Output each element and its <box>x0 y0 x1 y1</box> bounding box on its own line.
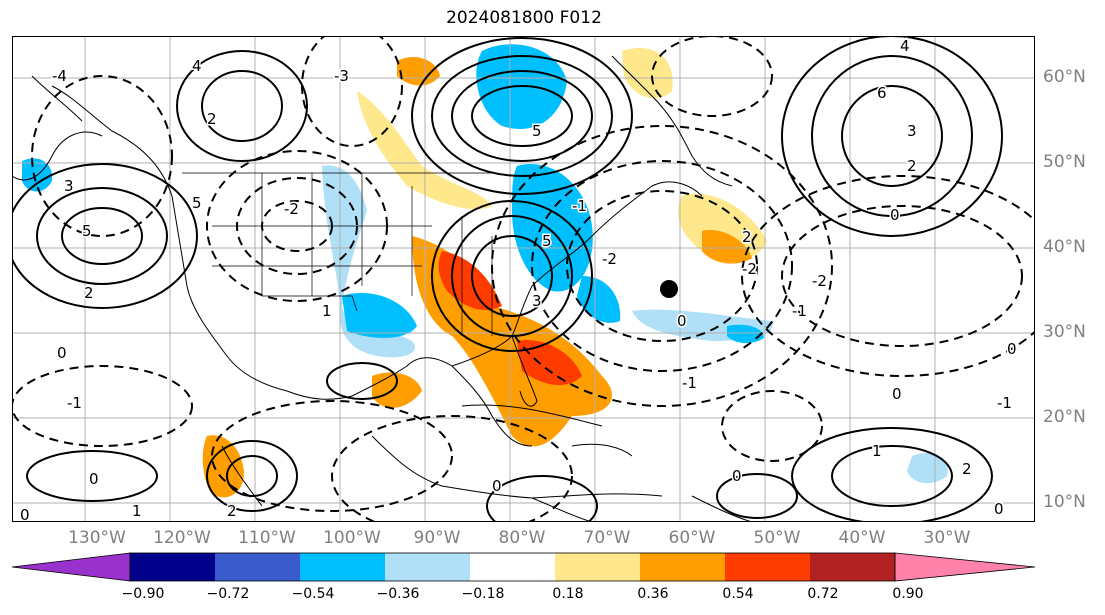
contour-label: 0 <box>732 467 742 485</box>
colorbar-segment <box>640 553 725 581</box>
longitude-label: 90°W <box>413 528 461 548</box>
latitude-label: 40°N <box>1043 237 1086 257</box>
colorbar-tick-label: 0.90 <box>892 586 924 602</box>
positive-anomaly-field-atlantic <box>678 193 767 262</box>
storm-position-marker <box>660 280 678 298</box>
longitude-label: 40°W <box>838 528 886 548</box>
coastlines <box>12 55 753 522</box>
contour-label: 1 <box>132 502 142 520</box>
contour-label: 5 <box>542 232 552 250</box>
contour-label: 0 <box>57 344 67 362</box>
negative-anomaly-field-ne <box>577 276 621 323</box>
colorbar-tick-label: 0.36 <box>637 586 669 602</box>
colorbar-outline <box>129 552 896 582</box>
contour-label: 2 <box>962 460 972 478</box>
contour-label: 0 <box>677 312 687 330</box>
colorbar-segment <box>385 553 470 581</box>
colorbar <box>11 552 1036 582</box>
longitude-label: 50°W <box>753 528 801 548</box>
colorbar-tick-label: −0.72 <box>206 586 250 602</box>
map-title: 2024081800 F012 <box>446 8 602 28</box>
contour-label: -2 <box>812 272 827 290</box>
contour-label: 2 <box>207 110 217 128</box>
colorbar-segment <box>300 553 385 581</box>
positive-anomaly-field-atlantic-core <box>702 230 752 264</box>
contour-label: 5 <box>192 194 202 212</box>
contour-label: 4 <box>900 37 910 55</box>
colorbar-tick-label: 0.72 <box>807 586 839 602</box>
colorbar-segment <box>130 553 215 581</box>
strong-positive-anomaly-field-2 <box>517 340 582 386</box>
positive-anomaly-field-gulf <box>372 372 422 408</box>
contour-label: 1 <box>872 442 882 460</box>
colorbar-segment <box>810 553 895 581</box>
colorbar-tick-label: −0.54 <box>291 586 335 602</box>
colorbar-tick-label: −0.18 <box>461 586 505 602</box>
longitude-label: 60°W <box>668 528 716 548</box>
latitude-label: 60°N <box>1043 67 1086 87</box>
contour-label: 2 <box>742 228 752 246</box>
contour-label: 4 <box>192 57 202 75</box>
contour-labels: -3 -4 -2 0 -1 0 2 3 5 4 2 2 1 -2 -2 -1 -… <box>19 36 1019 522</box>
contour-label: 2 <box>84 284 94 302</box>
colorbar-extend-min <box>11 552 131 582</box>
latitude-label: 50°N <box>1043 152 1086 172</box>
colorbar-segment <box>555 553 640 581</box>
colorbar-tick-label: −0.90 <box>121 586 165 602</box>
negative-anomaly-field-atlantic-core <box>727 324 764 344</box>
contour-label: 3 <box>907 122 917 140</box>
contour-label: 0 <box>994 500 1004 518</box>
contour-label: -1 <box>572 197 587 215</box>
contour-label: 6 <box>877 84 887 102</box>
colorbar-tick-label: −0.36 <box>376 586 420 602</box>
contour-label: 5 <box>82 222 92 240</box>
longitude-label: 130°W <box>68 528 126 548</box>
colorbar-tick-label: 0.18 <box>552 586 584 602</box>
colorbar-extend-max <box>894 552 1036 582</box>
contour-label: -1 <box>682 374 697 392</box>
contour-label: 2 <box>907 157 917 175</box>
latitude-label: 30°N <box>1043 322 1086 342</box>
contour-label: 2 <box>227 502 237 520</box>
contour-label: 0 <box>892 385 902 403</box>
negative-anomaly-field-plains <box>322 165 416 358</box>
longitude-label: 30°W <box>923 528 971 548</box>
contour-label: -2 <box>284 200 299 218</box>
contour-label: 0 <box>20 506 30 522</box>
contour-label: 5 <box>532 122 542 140</box>
contour-label: 0 <box>1007 340 1017 358</box>
contour-label: 1 <box>322 302 332 320</box>
contour-label: 3 <box>64 177 74 195</box>
negative-anomaly-field-texas <box>342 292 417 338</box>
positive-anomaly-field-greenland <box>622 47 673 99</box>
contour-label: 3 <box>532 292 542 310</box>
latitude-label: 10°N <box>1043 492 1086 512</box>
colorbar-segment <box>215 553 300 581</box>
colorbar-segment <box>470 553 555 581</box>
colorbar-segments <box>11 552 1036 582</box>
contour-label: -4 <box>52 67 67 85</box>
graticule <box>12 36 1035 522</box>
contour-label: -1 <box>997 394 1012 412</box>
longitude-label: 110°W <box>238 528 296 548</box>
longitude-label: 70°W <box>583 528 631 548</box>
contour-label: 0 <box>492 477 502 495</box>
colorbar-segment <box>725 553 810 581</box>
longitude-label: 120°W <box>153 528 211 548</box>
longitude-label: 80°W <box>498 528 546 548</box>
map-panel: -3 -4 -2 0 -1 0 2 3 5 4 2 2 1 -2 -2 -1 -… <box>12 36 1035 522</box>
contour-label: 0 <box>890 206 900 224</box>
contour-label: -2 <box>742 260 757 278</box>
positive-contours <box>12 36 1003 522</box>
latitude-label: 20°N <box>1043 407 1086 427</box>
longitude-label: 100°W <box>323 528 381 548</box>
negative-contours <box>12 36 1035 522</box>
contour-label: -1 <box>792 302 807 320</box>
colorbar-tick-label: 0.54 <box>722 586 754 602</box>
contour-label: -1 <box>67 394 82 412</box>
negative-anomaly-field-east-atlantic <box>907 452 948 484</box>
contour-label: 0 <box>89 470 99 488</box>
contour-label: -2 <box>602 250 617 268</box>
contour-label: -3 <box>334 67 349 85</box>
